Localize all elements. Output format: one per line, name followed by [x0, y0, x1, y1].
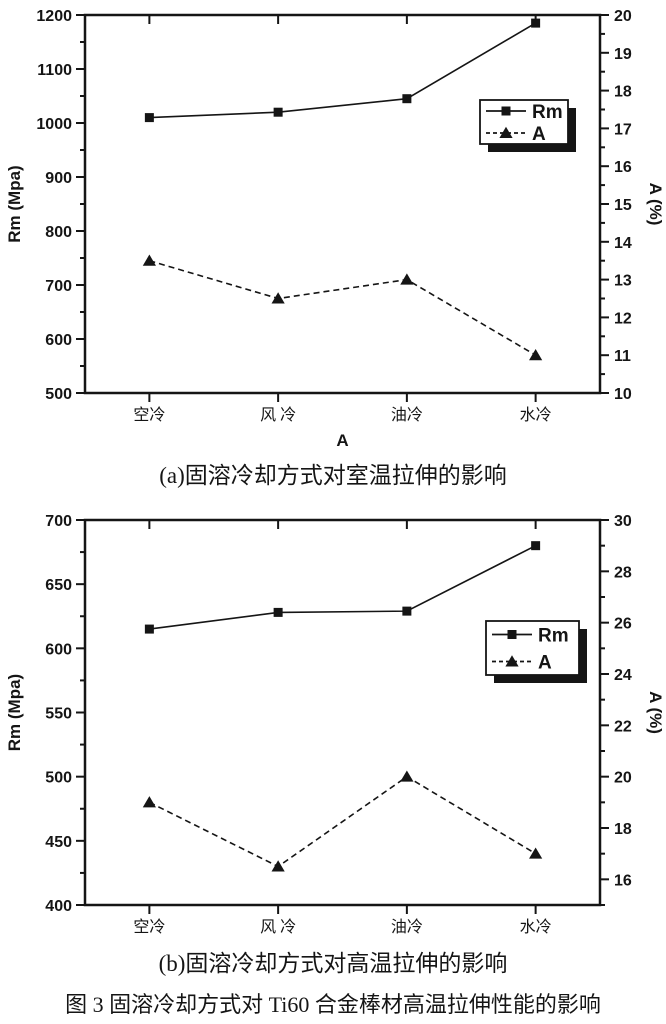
tick-label: 19	[614, 46, 632, 63]
tick-label: 1100	[37, 62, 72, 79]
tick-label: 500	[45, 386, 72, 403]
data-point-marker	[142, 254, 156, 266]
tick-label: 14	[614, 235, 632, 252]
data-point-marker	[529, 349, 543, 361]
data-point-marker	[402, 94, 412, 104]
tick-label: 600	[45, 641, 72, 658]
right-axis: 16 18 20 22 24 26 28 30	[600, 513, 632, 906]
data-point-marker	[531, 541, 541, 551]
left-axis-title: Rm (Mpa)	[5, 674, 24, 751]
figure-caption: 图 3 固溶冷却方式对 Ti60 合金棒材高温拉伸性能的影响	[65, 992, 601, 1017]
tick-label: 800	[45, 224, 72, 241]
legend-marker	[507, 630, 517, 639]
tick-label: 12	[614, 310, 632, 327]
left-axis: 400 450 500 550 600 650 700	[45, 513, 85, 915]
data-point-marker	[402, 606, 412, 616]
chart-b-high-temperature: 400 450 500 550 600 650 700 Rm (Mpa) 16 18 20 22 24 2…	[5, 513, 665, 936]
tick-label: 28	[614, 564, 632, 581]
tick-label: 400	[45, 898, 72, 915]
plot-border	[83, 13, 602, 395]
x-axis: 空冷 风 冷 油冷 水冷	[133, 15, 552, 424]
legend-label: Rm	[538, 626, 569, 647]
tick-label: 20	[614, 8, 632, 25]
right-axis-title: A (%)	[646, 691, 665, 734]
series-A	[142, 770, 543, 872]
tick-label: 11	[614, 348, 631, 365]
left-axis-title: Rm (Mpa)	[5, 165, 24, 242]
legend: RmA	[479, 99, 576, 152]
category-label: 水冷	[520, 406, 552, 424]
series-Rm	[144, 541, 541, 634]
tick-label: 18	[614, 821, 632, 838]
data-point-marker	[400, 273, 414, 285]
data-point-marker	[271, 860, 285, 872]
category-label: 空冷	[133, 918, 165, 936]
data-point-marker	[144, 624, 154, 634]
category-label: 风 冷	[260, 406, 296, 424]
legend: Rm A	[485, 620, 587, 683]
series-Rm	[144, 18, 541, 123]
data-point-marker	[400, 770, 414, 782]
tick-label: 10	[614, 386, 632, 403]
category-label: 油冷	[391, 406, 423, 424]
category-label: 风 冷	[260, 918, 296, 936]
series-A	[142, 254, 543, 361]
category-label: 水冷	[520, 918, 552, 936]
caption-b: (b)固溶冷却方式对高温拉伸的影响	[158, 951, 508, 976]
tick-label: 1000	[36, 116, 72, 133]
x-axis: 空冷 风 冷 油冷 水冷	[133, 520, 552, 936]
series-line	[149, 544, 536, 630]
left-axis: 500 600 700 800 900 1000 1100 1200	[36, 8, 85, 403]
plot-border	[83, 518, 602, 907]
tick-label: 18	[614, 84, 632, 101]
tick-label: 13	[614, 273, 632, 290]
category-label: 油冷	[391, 918, 423, 936]
tick-label: 600	[45, 332, 72, 349]
data-point-marker	[273, 607, 283, 617]
data-point-marker	[142, 796, 156, 808]
tick-label: 22	[614, 718, 632, 735]
tick-label: 650	[45, 577, 72, 594]
legend-marker	[499, 126, 513, 138]
legend-marker	[505, 655, 519, 667]
data-point-marker	[271, 292, 285, 304]
legend-box	[479, 99, 569, 145]
caption-a: (a)固溶冷却方式对室温拉伸的影响	[159, 463, 507, 488]
tick-label: 16	[614, 159, 632, 176]
legend-marker	[501, 106, 511, 116]
tick-label: 1200	[36, 8, 72, 25]
data-point-marker	[531, 18, 541, 28]
tick-label: 15	[614, 197, 632, 214]
right-axis-title: A (%)	[646, 183, 665, 226]
x-axis-title: A	[336, 431, 348, 450]
data-point-marker	[529, 847, 543, 859]
tick-label: 900	[45, 170, 72, 187]
series-line	[149, 22, 537, 119]
category-label: 空冷	[133, 406, 165, 424]
data-point-marker	[144, 113, 154, 123]
data-point-marker	[273, 107, 283, 117]
legend-label: A	[532, 124, 546, 145]
series-line	[149, 259, 537, 356]
tick-label: 30	[614, 513, 632, 530]
tick-label: 500	[45, 770, 72, 787]
series-line	[149, 775, 537, 868]
tick-label: 16	[614, 872, 632, 889]
legend-label: A	[538, 653, 552, 674]
legend-label: Rm	[532, 102, 563, 123]
tick-label: 700	[45, 278, 72, 295]
legend-box	[485, 620, 580, 676]
tick-label: 17	[614, 121, 632, 138]
tick-label: 700	[45, 513, 72, 530]
tick-label: 26	[614, 616, 632, 633]
tick-label: 20	[614, 770, 632, 787]
tick-label: 24	[614, 667, 632, 684]
tick-label: 450	[45, 834, 72, 851]
right-axis: 10 11 12 13 14 15 16 17 18 19 20	[600, 8, 632, 403]
tick-label: 550	[45, 706, 72, 723]
